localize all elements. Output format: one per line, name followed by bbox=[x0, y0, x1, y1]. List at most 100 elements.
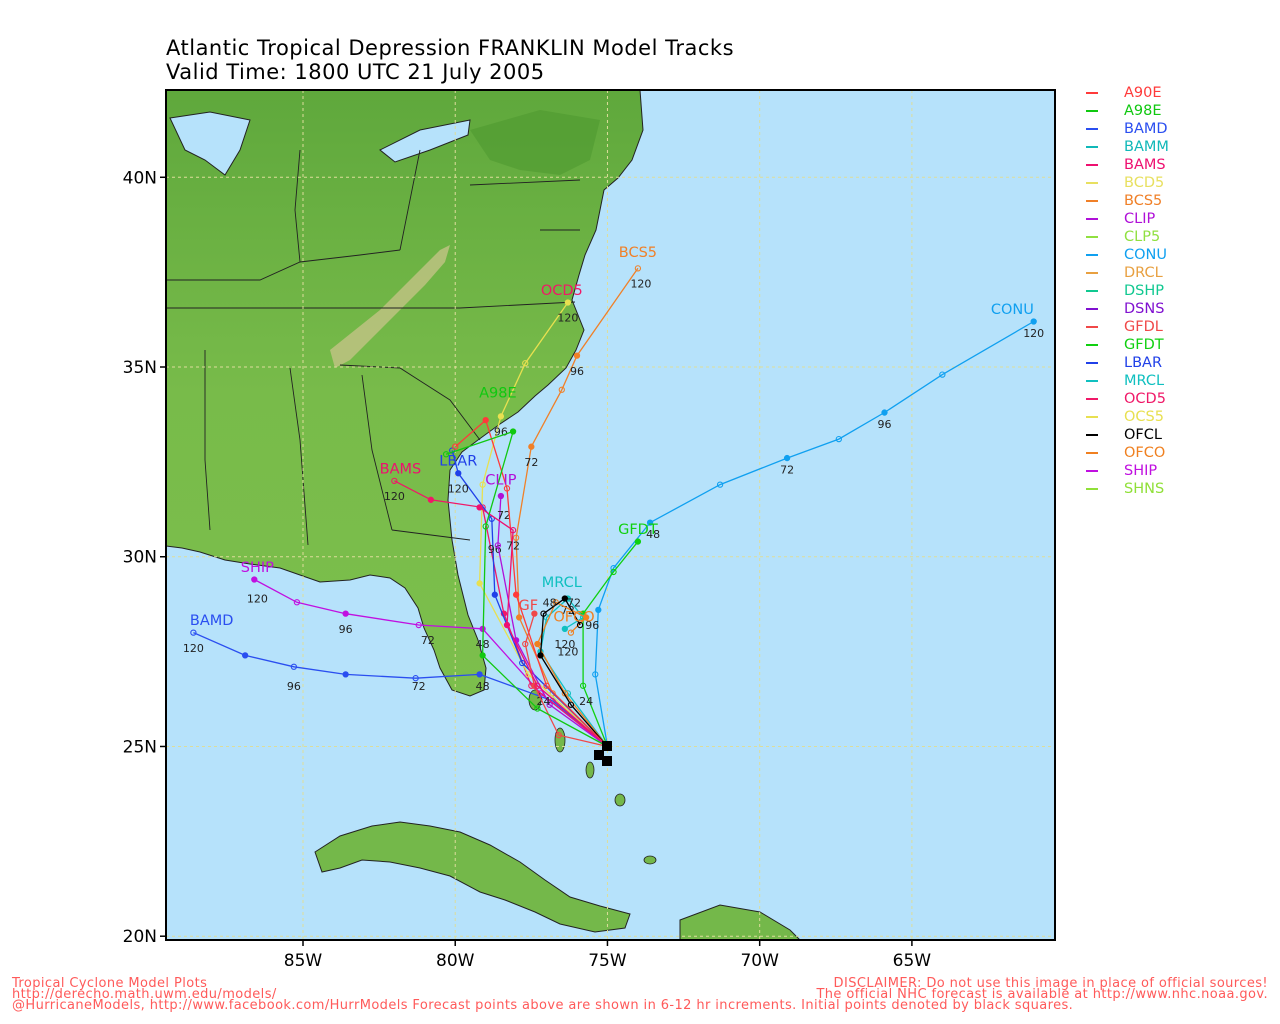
legend-label: OFCO bbox=[1124, 445, 1166, 461]
legend-swatch bbox=[1086, 344, 1098, 346]
forecast-hour-label: 72 bbox=[506, 539, 520, 552]
state-borders bbox=[166, 149, 581, 546]
legend-swatch bbox=[1086, 146, 1098, 148]
forecast-point bbox=[537, 652, 544, 659]
legend-swatch bbox=[1086, 236, 1098, 238]
legend-swatch bbox=[1086, 380, 1098, 382]
legend-item-bcd5: BCD5 bbox=[1086, 174, 1169, 192]
track-label-bams: BAMS bbox=[380, 461, 422, 477]
track-label-ship: SHIP bbox=[241, 560, 274, 576]
forecast-point bbox=[497, 413, 505, 420]
forecast-point bbox=[567, 701, 575, 708]
legend-label: SHIP bbox=[1124, 463, 1158, 479]
forecast-point bbox=[534, 640, 541, 648]
legend-swatch bbox=[1086, 308, 1098, 310]
forecast-hour-label: 72 bbox=[421, 634, 435, 647]
forecast-point bbox=[509, 527, 517, 534]
track-label-ocd5: OCD5 bbox=[541, 283, 583, 299]
forecast-point bbox=[783, 454, 791, 462]
legend-swatch bbox=[1086, 452, 1098, 454]
legend-item-shns: SHNS bbox=[1086, 480, 1169, 498]
forecast-point bbox=[476, 580, 483, 587]
forecast-point bbox=[503, 485, 511, 492]
legend-swatch bbox=[1086, 488, 1098, 490]
legend-item-bams: BAMS bbox=[1086, 156, 1169, 174]
legend-item-ocs5: OCS5 bbox=[1086, 408, 1169, 426]
forecast-hour-label: 72 bbox=[567, 596, 581, 609]
track-label-bamd: BAMD bbox=[190, 613, 234, 629]
forecast-point bbox=[881, 409, 888, 416]
track-line bbox=[454, 418, 608, 747]
legend-swatch bbox=[1086, 128, 1098, 130]
legend-item-clp5: CLP5 bbox=[1086, 228, 1169, 246]
forecast-point bbox=[512, 591, 520, 598]
legend-item-bcs5: BCS5 bbox=[1086, 192, 1169, 210]
track-ofcl: 24 48 72 120 bbox=[537, 595, 608, 747]
forecast-point bbox=[482, 523, 489, 530]
forecast-hour-label: 48 bbox=[543, 596, 557, 609]
legend-item-ship: SHIP bbox=[1086, 462, 1169, 480]
legend-label: CONU bbox=[1124, 247, 1167, 263]
great-lakes bbox=[169, 111, 251, 176]
forecast-point bbox=[634, 538, 642, 545]
legend-item-a90e: A90E bbox=[1086, 84, 1169, 102]
lat-tick-label: 40N bbox=[123, 168, 157, 188]
footer-link[interactable]: http://derecho.math.uwm.edu/models/ bbox=[12, 987, 277, 1002]
forecast-point bbox=[522, 360, 529, 367]
legend-label: SHNS bbox=[1124, 481, 1165, 497]
forecast-point bbox=[494, 542, 502, 549]
legend-label: BAMD bbox=[1124, 121, 1168, 137]
forecast-point bbox=[522, 640, 529, 648]
legend-item-gfdt: GFDT bbox=[1086, 336, 1169, 354]
map-frame bbox=[165, 89, 1056, 941]
forecast-point bbox=[452, 443, 459, 450]
legend-swatch bbox=[1086, 434, 1098, 436]
legend-item-ocd5: OCD5 bbox=[1086, 390, 1169, 408]
forecast-hour-label: 24 bbox=[579, 695, 593, 708]
highlands-north bbox=[470, 110, 600, 175]
forecast-point bbox=[939, 371, 946, 378]
legend-label: BAMS bbox=[1124, 157, 1166, 173]
track-line bbox=[445, 430, 608, 748]
legend-label: BCD5 bbox=[1124, 175, 1165, 191]
legend-label: OCS5 bbox=[1124, 409, 1164, 425]
legend-label: DRCL bbox=[1124, 265, 1163, 281]
forecast-point bbox=[512, 534, 520, 541]
track-label-gfdl: GF bbox=[519, 598, 539, 614]
legend-label: OFCL bbox=[1124, 427, 1162, 443]
forecast-point bbox=[482, 416, 489, 424]
lat-tick-label: 25N bbox=[123, 737, 157, 757]
legend-swatch bbox=[1086, 290, 1098, 292]
legend-item-mrcl: MRCL bbox=[1086, 372, 1169, 390]
lon-tick-label: 75W bbox=[588, 951, 627, 971]
track-label-gfdt: GFDT bbox=[618, 522, 658, 538]
forecast-point bbox=[342, 671, 349, 678]
forecast-hour-label: 120 bbox=[448, 482, 469, 495]
track-line bbox=[594, 320, 1035, 747]
forecast-hour-label: 96 bbox=[878, 418, 892, 431]
forecast-point bbox=[497, 492, 505, 500]
forecast-point bbox=[503, 621, 511, 629]
legend-label: LBAR bbox=[1124, 355, 1163, 371]
forecast-point bbox=[543, 682, 550, 689]
lake-erie bbox=[379, 119, 471, 163]
forecast-point bbox=[1030, 318, 1037, 325]
track-label-clip: CLIP bbox=[485, 473, 516, 489]
forecast-point bbox=[534, 682, 541, 689]
legend-item-lbar: LBAR bbox=[1086, 354, 1169, 372]
forecast-point bbox=[634, 265, 642, 272]
forecast-point bbox=[716, 481, 724, 488]
forecast-point bbox=[290, 663, 298, 670]
lon-tick-label: 80W bbox=[436, 951, 475, 971]
legend-item-ofco: OFCO bbox=[1086, 444, 1169, 462]
disclaimer-line: The official NHC forecast is available a… bbox=[816, 987, 1268, 1002]
forecast-hour-label: 120 bbox=[557, 646, 578, 659]
cuba bbox=[314, 821, 631, 933]
forecast-point bbox=[546, 701, 553, 708]
forecast-hour-label: 120 bbox=[384, 490, 405, 503]
track-line bbox=[515, 267, 639, 747]
legend-swatch bbox=[1086, 164, 1098, 166]
footer-line: @HurricaneModels, http://www.facebook.co… bbox=[12, 998, 1074, 1013]
track-label-ofco: OFCO bbox=[553, 609, 594, 625]
forecast-hour-label: 72 bbox=[780, 463, 794, 476]
